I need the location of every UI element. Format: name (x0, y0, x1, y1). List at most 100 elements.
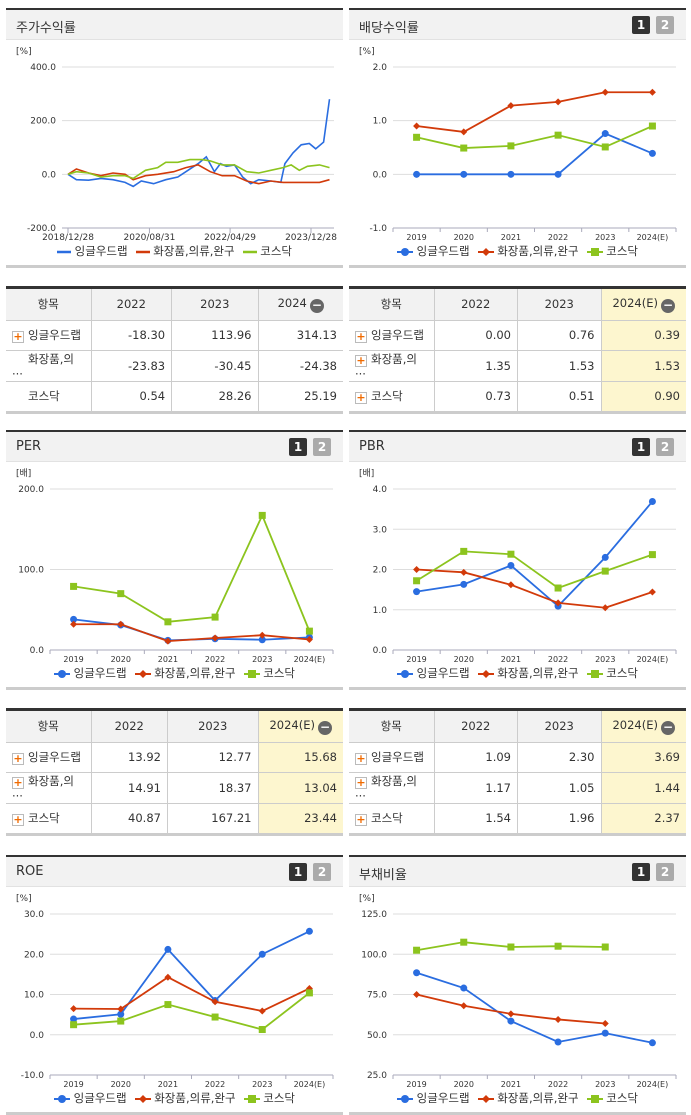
expand-plus-icon[interactable]: + (355, 752, 367, 765)
view-1-button[interactable]: 1 (289, 863, 307, 881)
legend-item[interactable]: 코스닥 (586, 244, 638, 258)
data-point[interactable] (507, 550, 515, 558)
expand-plus-icon[interactable]: + (12, 775, 24, 789)
view-1-button[interactable]: 1 (632, 863, 650, 881)
data-point[interactable] (413, 969, 421, 977)
data-point[interactable] (507, 1010, 515, 1018)
legend-item[interactable]: 잉글우드랩 (397, 244, 470, 258)
expand-plus-icon[interactable]: + (12, 813, 24, 827)
data-point[interactable] (648, 497, 656, 505)
view-1-button[interactable]: 1 (289, 438, 307, 456)
data-point[interactable] (601, 604, 609, 612)
expand-plus-icon[interactable]: + (355, 813, 367, 827)
data-point[interactable] (648, 551, 656, 559)
data-point[interactable] (305, 989, 313, 997)
data-point[interactable] (601, 1019, 609, 1027)
data-point[interactable] (554, 170, 562, 178)
data-point[interactable] (117, 1010, 125, 1018)
data-point[interactable] (460, 170, 468, 178)
expand-plus-icon[interactable]: + (355, 391, 367, 405)
data-point[interactable] (70, 1005, 78, 1013)
data-point[interactable] (554, 942, 562, 950)
view-2-button[interactable]: 2 (313, 438, 331, 456)
data-point[interactable] (413, 991, 421, 998)
collapse-minus-icon[interactable]: − (661, 297, 675, 313)
data-point[interactable] (413, 577, 421, 585)
data-point[interactable] (258, 631, 266, 639)
legend-item[interactable]: 화장품,의류,완구 (477, 1091, 579, 1105)
data-point[interactable] (507, 561, 515, 569)
data-point[interactable] (70, 1021, 78, 1029)
data-point[interactable] (164, 618, 172, 626)
legend-item[interactable]: 화장품,의류,완구 (135, 244, 235, 258)
data-point[interactable] (413, 566, 421, 573)
view-1-button[interactable]: 1 (632, 16, 650, 34)
view-2-button[interactable]: 2 (656, 16, 674, 34)
legend-item[interactable]: 화장품,의류,완구 (477, 666, 579, 680)
data-point[interactable] (117, 1017, 125, 1025)
legend-item[interactable]: 코스닥 (243, 666, 295, 680)
data-point[interactable] (70, 620, 78, 628)
view-2-button[interactable]: 2 (313, 863, 331, 881)
data-point[interactable] (413, 170, 421, 178)
data-point[interactable] (258, 1007, 266, 1015)
collapse-minus-icon[interactable]: − (309, 297, 324, 313)
legend-item[interactable]: 잉글우드랩 (397, 666, 470, 680)
data-point[interactable] (70, 615, 78, 623)
legend-item[interactable]: 잉글우드랩 (397, 1091, 470, 1105)
data-point[interactable] (507, 581, 515, 589)
expand-plus-icon[interactable]: + (355, 353, 367, 367)
view-2-button[interactable]: 2 (656, 863, 674, 881)
legend-item[interactable]: 코스닥 (586, 1091, 638, 1105)
data-point[interactable] (601, 567, 609, 575)
legend-item[interactable]: 잉글우드랩 (54, 1091, 127, 1105)
data-point[interactable] (413, 946, 421, 954)
data-point[interactable] (413, 122, 421, 130)
data-point[interactable] (554, 599, 562, 607)
data-point[interactable] (507, 102, 515, 110)
data-point[interactable] (258, 636, 266, 644)
data-point[interactable] (554, 1015, 562, 1023)
data-point[interactable] (305, 636, 313, 644)
data-point[interactable] (460, 128, 468, 136)
data-point[interactable] (507, 142, 515, 150)
legend-item[interactable]: 코스닥 (242, 244, 292, 258)
collapse-minus-icon[interactable]: − (318, 719, 332, 735)
data-point[interactable] (507, 1017, 515, 1025)
data-point[interactable] (554, 584, 562, 592)
data-point[interactable] (460, 568, 468, 576)
expand-plus-icon[interactable]: + (12, 752, 24, 765)
data-point[interactable] (413, 133, 421, 141)
legend-item[interactable]: 코스닥 (586, 666, 638, 680)
legend-item[interactable]: 잉글우드랩 (54, 666, 127, 680)
data-point[interactable] (460, 1002, 468, 1010)
data-point[interactable] (460, 984, 468, 992)
view-1-button[interactable]: 1 (632, 438, 650, 456)
legend-item[interactable]: 코스닥 (243, 1091, 295, 1105)
data-point[interactable] (413, 588, 421, 596)
expand-plus-icon[interactable]: + (12, 330, 24, 343)
data-point[interactable] (601, 88, 609, 96)
data-point[interactable] (164, 973, 172, 981)
data-point[interactable] (460, 938, 468, 946)
data-point[interactable] (648, 1039, 656, 1047)
data-point[interactable] (211, 613, 219, 621)
data-point[interactable] (648, 588, 656, 596)
data-point[interactable] (507, 943, 515, 951)
data-point[interactable] (601, 1029, 609, 1037)
data-point[interactable] (648, 88, 656, 96)
data-point[interactable] (164, 945, 172, 953)
data-point[interactable] (211, 634, 219, 642)
data-point[interactable] (460, 580, 468, 588)
expand-plus-icon[interactable]: + (355, 775, 367, 789)
data-point[interactable] (305, 927, 313, 935)
data-point[interactable] (117, 590, 125, 598)
data-point[interactable] (117, 620, 125, 628)
data-point[interactable] (211, 998, 219, 1006)
legend-item[interactable]: 화장품,의류,완구 (134, 666, 236, 680)
collapse-minus-icon[interactable]: − (661, 719, 675, 735)
data-point[interactable] (554, 131, 562, 139)
data-point[interactable] (460, 547, 468, 555)
data-point[interactable] (305, 627, 313, 635)
data-point[interactable] (460, 144, 468, 152)
